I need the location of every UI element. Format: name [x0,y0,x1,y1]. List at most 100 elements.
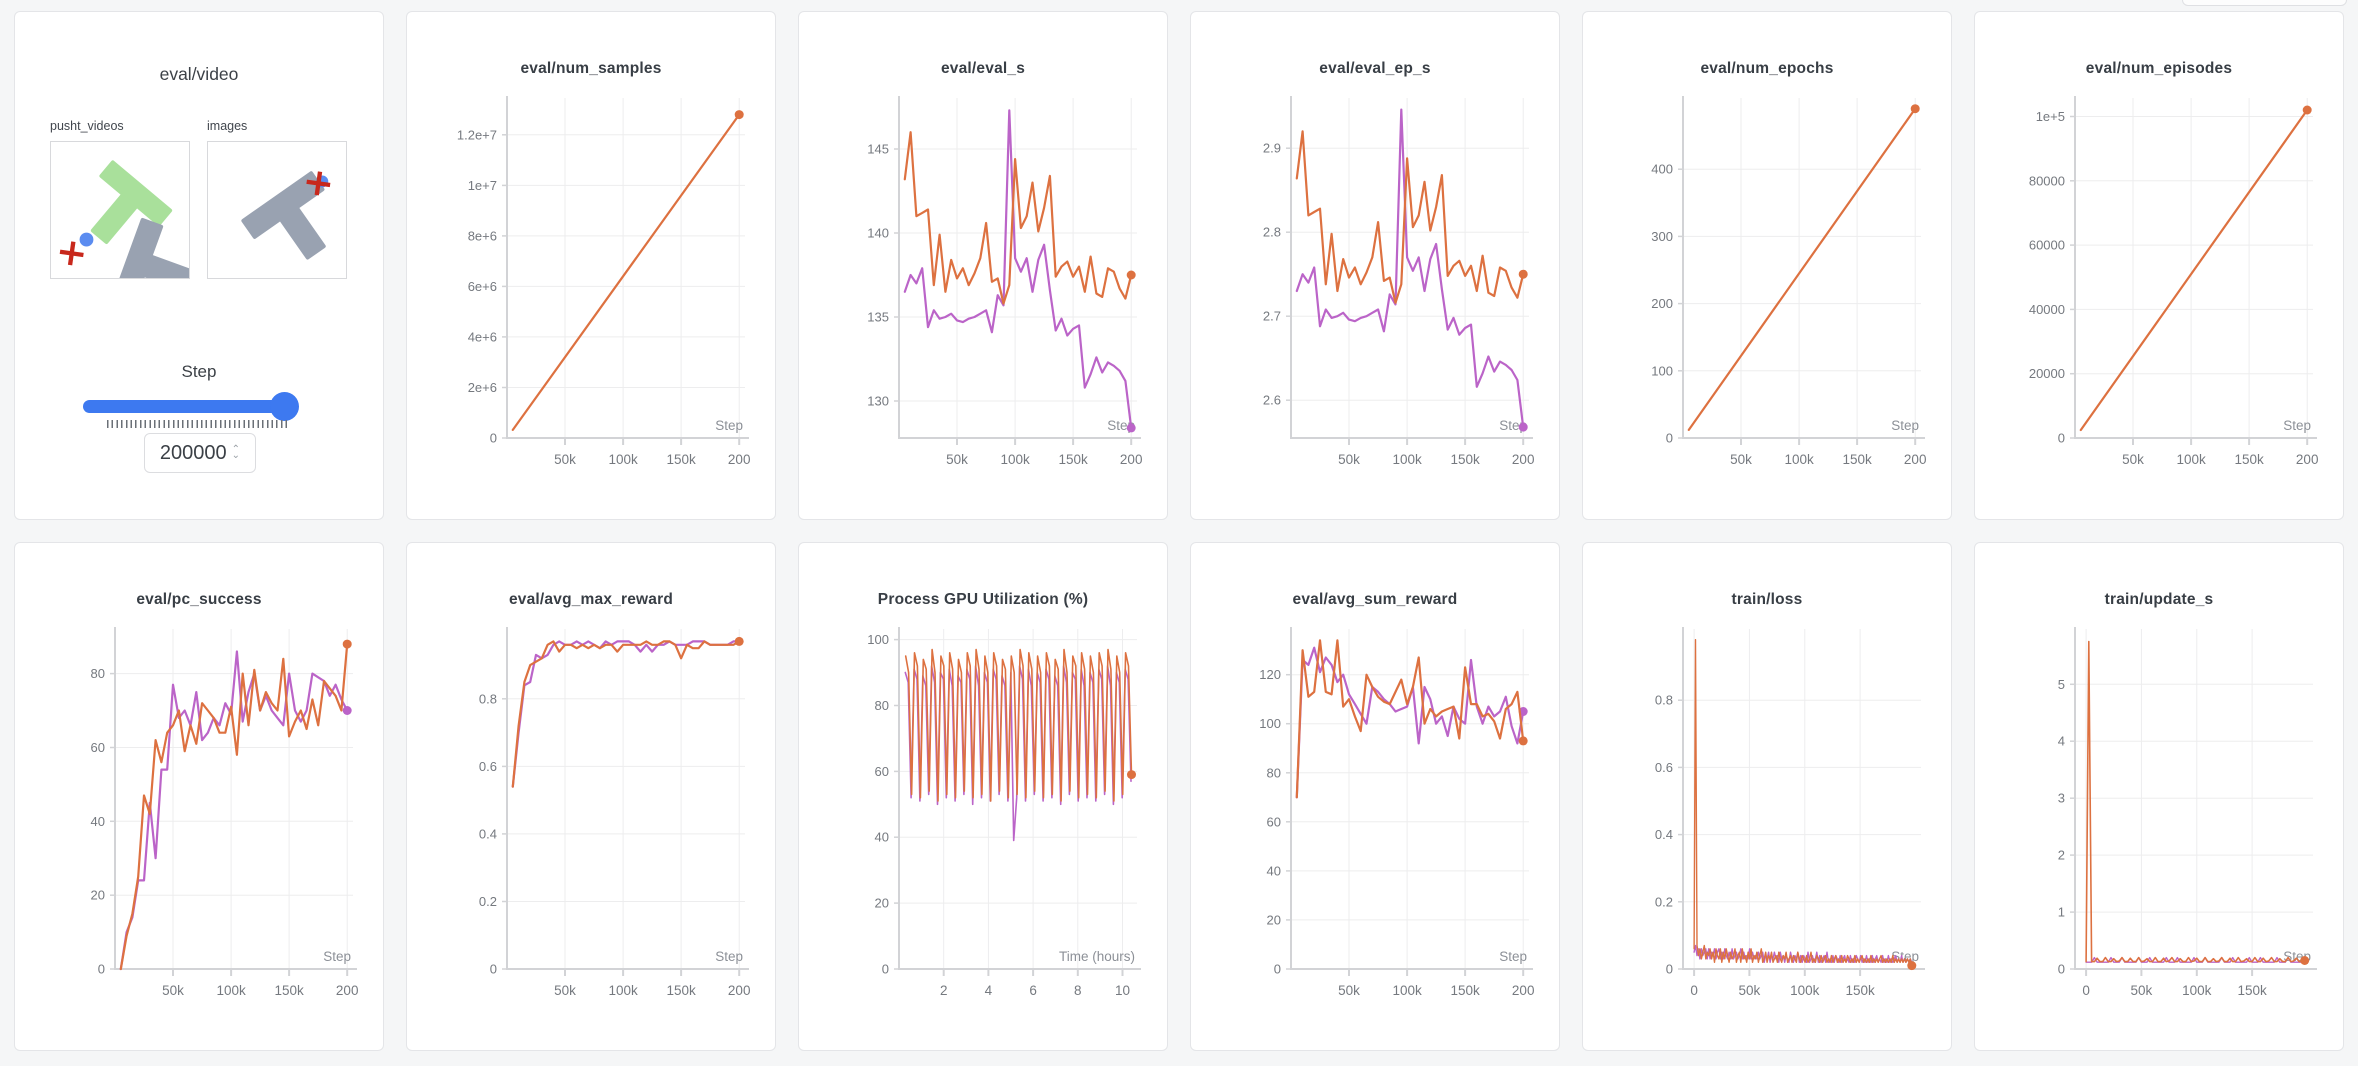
step-slider-ruler [107,420,289,428]
chart-title: eval/pc_success [136,591,262,608]
svg-text:150k: 150k [666,983,696,998]
svg-text:145: 145 [867,142,889,157]
svg-text:150k: 150k [666,452,696,467]
step-slider-thumb[interactable] [270,392,299,421]
chart-canvas[interactable]: 0 20 40 60 80 100 120 50k 100k 150k 200 Step [1191,543,1561,1052]
svg-text:40000: 40000 [2029,302,2065,317]
svg-text:80: 80 [875,698,889,713]
chart-canvas[interactable]: 0 20 40 60 80 50k 100k 150k 200 Step [15,543,385,1052]
svg-text:60: 60 [875,764,889,779]
chart-title: eval/eval_s [940,60,1026,77]
chart-title: eval/eval_ep_s [1319,60,1431,77]
svg-text:60000: 60000 [2029,238,2065,253]
svg-text:200: 200 [1512,452,1535,467]
svg-text:6: 6 [1029,983,1037,998]
panel-eval-num-episodes: 0 20000 40000 60000 80000 1e+5 50k 100k 150k 200 S… [1974,11,2344,520]
pusht-scene-graphic [59,160,189,278]
media-label-images: images [207,119,248,133]
svg-text:150k: 150k [1842,452,1872,467]
svg-text:5: 5 [2058,677,2065,692]
chart-canvas[interactable]: 0 20000 40000 60000 80000 1e+5 50k 100k 150k 200 S… [1975,12,2345,521]
chart-title: eval/avg_sum_reward [1292,591,1458,608]
svg-text:8: 8 [1074,983,1082,998]
chart-canvas[interactable]: 0 0.2 0.4 0.6 0.8 50k 100k 150k 200 Step [407,543,777,1052]
svg-text:100: 100 [867,632,889,647]
svg-text:2: 2 [2058,848,2065,863]
chart-title: Process GPU Utilization (%) [877,591,1089,608]
svg-text:150k: 150k [2234,452,2264,467]
media-label-pusht-videos: pusht_videos [50,119,124,133]
svg-text:100: 100 [1651,363,1673,378]
svg-text:60: 60 [91,740,105,755]
svg-text:300: 300 [1651,229,1673,244]
svg-text:150k: 150k [1450,452,1480,467]
svg-text:0.4: 0.4 [1655,827,1673,842]
step-slider-label: Step [181,362,217,381]
svg-text:100k: 100k [216,983,246,998]
svg-text:Step: Step [715,949,743,964]
svg-text:140: 140 [867,226,889,241]
svg-text:150k: 150k [1450,983,1480,998]
svg-text:50k: 50k [1730,452,1752,467]
svg-text:0: 0 [98,962,105,977]
svg-text:50k: 50k [1338,983,1360,998]
chart-canvas[interactable]: 0 100 200 300 400 50k 100k 150k 200 Step [1583,12,1953,521]
svg-text:400: 400 [1651,162,1673,177]
chart-canvas[interactable]: 0 2e+6 4e+6 6e+6 8e+6 1e+7 1.2e+7 50k 100k 150k 20… [407,12,777,521]
svg-text:0.6: 0.6 [479,759,497,774]
svg-text:200: 200 [728,452,751,467]
panel-eval-avg-sum-reward: 0 20 40 60 80 100 120 50k 100k 150k 200 Step eval/a… [1190,542,1560,1051]
chart-title: eval/num_epochs [1700,60,1834,77]
svg-text:2.8: 2.8 [1263,225,1281,240]
svg-text:200: 200 [336,983,359,998]
svg-text:6e+6: 6e+6 [468,279,497,294]
svg-text:Step: Step [1891,418,1919,433]
svg-text:100k: 100k [1784,452,1814,467]
svg-text:80: 80 [91,666,105,681]
chart-title: train/loss [1731,591,1803,608]
stepper-arrows-icon[interactable]: ⌃ ⌄ [231,444,241,461]
svg-text:0.2: 0.2 [1655,894,1673,909]
chart-title: eval/num_episodes [2085,60,2233,77]
svg-text:150k: 150k [1058,452,1088,467]
svg-text:2.7: 2.7 [1263,309,1281,324]
svg-text:130: 130 [867,394,889,409]
svg-text:200: 200 [1120,452,1143,467]
svg-text:50k: 50k [1739,983,1761,998]
goal-cross [306,171,331,196]
svg-text:0: 0 [1666,962,1673,977]
svg-text:50k: 50k [946,452,968,467]
panel-eval-pc-success: 0 20 40 60 80 50k 100k 150k 200 Step eval/pc_succ… [14,542,384,1051]
images-thumbnail[interactable] [207,141,347,279]
svg-text:40: 40 [875,830,889,845]
step-value[interactable]: 200000 [159,441,227,464]
panel-process-gpu-utilization: 0 20 40 60 80 100 2 4 6 8 10 Time (hours) Process G… [798,542,1168,1051]
svg-text:50k: 50k [554,983,576,998]
svg-text:0: 0 [490,962,497,977]
svg-text:50k: 50k [2131,983,2153,998]
step-input[interactable]: 200000 ⌃ ⌄ [144,433,256,473]
step-slider[interactable] [83,392,299,421]
svg-text:0: 0 [2058,431,2065,446]
svg-text:100k: 100k [1000,452,1030,467]
scrolled-panel-edge [2182,0,2347,6]
chart-canvas[interactable]: 0 20 40 60 80 100 2 4 6 8 10 Time (hours) [799,543,1169,1052]
svg-text:150k: 150k [2237,983,2267,998]
panel-eval-num-epochs: 0 100 200 300 400 50k 100k 150k 200 Step eval/num… [1582,11,1952,520]
pusht-video-thumbnail[interactable] [50,141,190,279]
goal-cross [59,241,84,266]
svg-text:80: 80 [1267,765,1281,780]
svg-text:3: 3 [2058,791,2065,806]
svg-text:2.6: 2.6 [1263,393,1281,408]
svg-text:40: 40 [1267,863,1281,878]
svg-text:4e+6: 4e+6 [468,329,497,344]
svg-text:150k: 150k [1845,983,1875,998]
chart-title: train/update_s [2104,591,2214,608]
svg-text:40: 40 [91,814,105,829]
svg-text:Step: Step [2283,418,2311,433]
svg-text:1: 1 [2058,905,2065,920]
